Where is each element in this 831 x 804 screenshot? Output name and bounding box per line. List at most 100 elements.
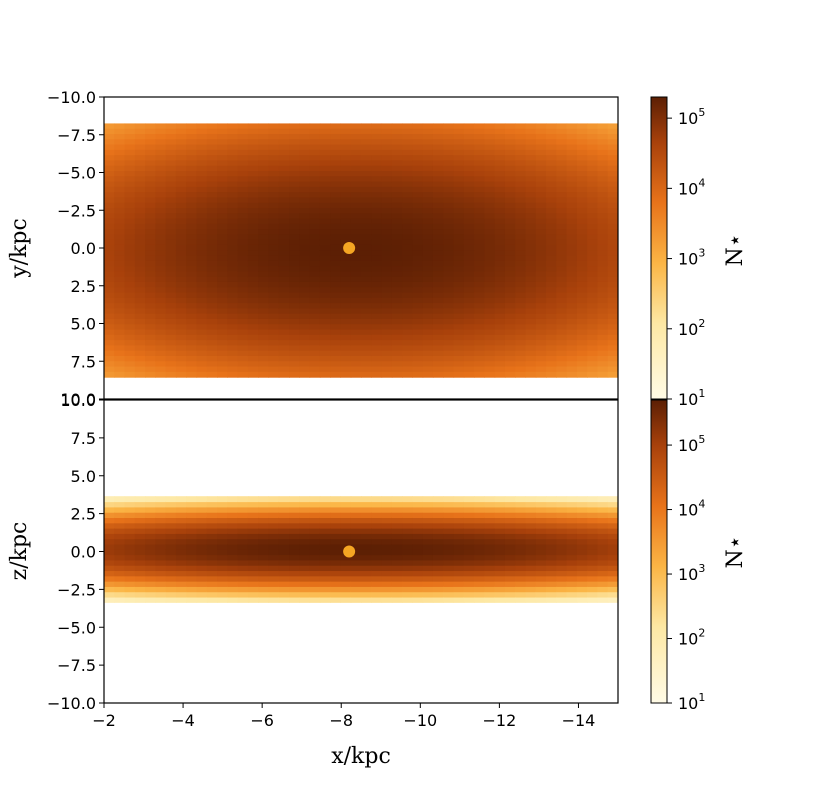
- heatmap-cell: [299, 250, 311, 257]
- heatmap-cell: [104, 155, 115, 162]
- heatmap-cell: [134, 276, 146, 283]
- heatmap-cell: [525, 591, 537, 598]
- heatmap-cell: [618, 319, 629, 325]
- heatmap-cell: [268, 501, 280, 508]
- heatmap-cell: [402, 366, 413, 373]
- heatmap-cell: [618, 171, 629, 177]
- heatmap-cell: [484, 250, 496, 257]
- heatmap-cell: [463, 202, 475, 209]
- heatmap-cell: [268, 181, 280, 188]
- heatmap-cell: [607, 570, 618, 577]
- heatmap-cell: [237, 271, 249, 278]
- heatmap-cell: [474, 549, 485, 556]
- heatmap-cell: [309, 591, 321, 598]
- heatmap-cell: [340, 170, 352, 177]
- heatmap-cell: [504, 123, 516, 130]
- heatmap-cell: [155, 250, 167, 257]
- heatmap-cell: [268, 313, 280, 320]
- heatmap-cell: [402, 276, 413, 283]
- heatmap-cell: [319, 244, 331, 251]
- heatmap-cell: [556, 234, 568, 241]
- heatmap-cell: [350, 591, 362, 598]
- heatmap-cell: [607, 255, 618, 262]
- heatmap-cell: [576, 355, 588, 362]
- heatmap-cell: [576, 218, 588, 225]
- heatmap-cell: [258, 250, 270, 257]
- heatmap-cell: [422, 271, 434, 278]
- heatmap-cell: [289, 313, 300, 320]
- heatmap-cell: [196, 239, 208, 246]
- heatmap-cell: [330, 234, 342, 241]
- heatmap-cell: [412, 287, 424, 294]
- heatmap-cell: [237, 371, 249, 378]
- heatmap-cell: [607, 366, 618, 373]
- heatmap-cell: [391, 260, 403, 267]
- heatmap-cell: [381, 197, 393, 204]
- heatmap-cell: [556, 229, 568, 236]
- heatmap-cell: [618, 129, 629, 135]
- heatmap-cell: [227, 144, 239, 151]
- heatmap-cell: [175, 181, 187, 188]
- heatmap-cell: [525, 506, 537, 513]
- heatmap-cell: [114, 575, 126, 582]
- heatmap-cell: [556, 239, 568, 246]
- heatmap-cell: [494, 596, 506, 603]
- heatmap-cell: [525, 297, 537, 304]
- heatmap-cell: [443, 186, 455, 193]
- heatmap-cell: [124, 271, 136, 278]
- heatmap-cell: [597, 271, 609, 278]
- heatmap-cell: [546, 496, 557, 503]
- heatmap-cell: [443, 287, 455, 294]
- heatmap-cell: [237, 522, 249, 529]
- heatmap-cell: [319, 522, 331, 529]
- heatmap-cell: [104, 297, 115, 304]
- heatmap-cell: [432, 350, 444, 357]
- heatmap-cell: [432, 345, 444, 352]
- heatmap-cell: [546, 250, 557, 257]
- heatmap-cell: [412, 186, 424, 193]
- heatmap-cell: [145, 554, 156, 561]
- heatmap-cell: [546, 165, 557, 172]
- heatmap-cell: [206, 355, 218, 362]
- heatmap-cell: [361, 308, 372, 315]
- heatmap-cell: [258, 123, 270, 130]
- heatmap-cell: [196, 128, 208, 135]
- heatmap-cell: [361, 366, 372, 373]
- heatmap-cell: [371, 501, 383, 508]
- heatmap-cell: [299, 281, 311, 288]
- heatmap-cell: [422, 506, 434, 513]
- heatmap-cell: [381, 543, 393, 550]
- heatmap-cell: [607, 192, 618, 199]
- heatmap-cell: [453, 324, 465, 331]
- heatmap-cell: [484, 334, 496, 341]
- heatmap-cell: [258, 350, 270, 357]
- heatmap-cell: [145, 218, 156, 225]
- heatmap-cell: [196, 266, 208, 273]
- heatmap-cell: [309, 192, 321, 199]
- heatmap-cell: [494, 533, 506, 540]
- heatmap-cell: [381, 517, 393, 524]
- heatmap-cell: [607, 308, 618, 315]
- heatmap-cell: [371, 334, 383, 341]
- heatmap-cell: [258, 501, 270, 508]
- heatmap-cell: [206, 533, 218, 540]
- heatmap-cell: [597, 559, 609, 566]
- heatmap-cell: [268, 186, 280, 193]
- heatmap-cell: [484, 128, 496, 135]
- heatmap-cell: [206, 287, 218, 294]
- heatmap-cell: [412, 128, 424, 135]
- heatmap-cell: [217, 366, 228, 373]
- heatmap-cell: [104, 160, 115, 167]
- heatmap-cell: [247, 345, 259, 352]
- heatmap-cell: [474, 192, 485, 199]
- heatmap-cell: [247, 581, 259, 587]
- heatmap-cell: [175, 271, 187, 278]
- heatmap-cell: [412, 244, 424, 251]
- heatmap-cell: [237, 255, 249, 262]
- heatmap-cell: [402, 340, 413, 346]
- heatmap-cell: [134, 591, 146, 598]
- heatmap-cell: [340, 266, 352, 273]
- heatmap-cell: [607, 528, 618, 534]
- heatmap-cell: [309, 512, 321, 519]
- heatmap-cell: [361, 565, 372, 572]
